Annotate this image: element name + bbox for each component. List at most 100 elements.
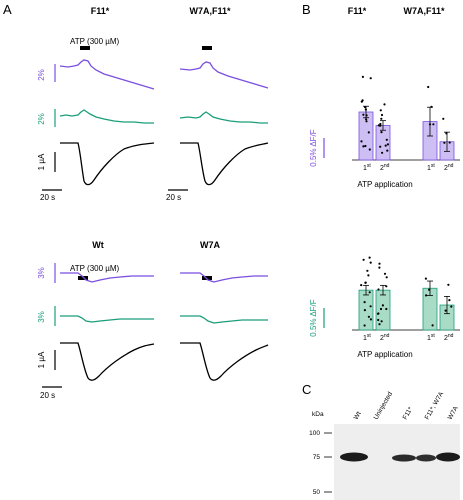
current-trace (60, 142, 155, 186)
purple-scale-label: 2% (37, 69, 46, 81)
green-scale-label: 3% (37, 311, 46, 323)
data-point (448, 299, 451, 302)
data-point (365, 118, 368, 121)
tick-label-suffix: st (431, 333, 436, 339)
blot-membrane (334, 424, 460, 500)
tick-label: 1st (427, 163, 435, 172)
data-point (379, 307, 383, 311)
tick-label-suffix: nd (384, 333, 390, 339)
time-scale-label: 20 s (40, 391, 55, 400)
data-point (379, 122, 382, 126)
tick-label: 2nd (444, 333, 454, 342)
tick-label-suffix: nd (448, 333, 454, 339)
data-point (444, 309, 447, 312)
data-point (369, 261, 372, 264)
data-point (381, 304, 384, 307)
panel-b: F11* W7A,F11* 1st 2nd 1st 2nd 0.5% ΔF/F ATP… (309, 6, 460, 359)
data-point (368, 256, 371, 259)
panel-b-col2-title: W7A,F11* (403, 6, 445, 16)
panel-label-c: C (302, 382, 311, 397)
current-trace (180, 142, 269, 186)
data-point (364, 144, 367, 148)
data-point (380, 320, 383, 323)
atp-label: ATP (300 µM) (70, 37, 120, 46)
data-point (369, 318, 372, 321)
green-trace (60, 315, 154, 323)
green-trace (180, 315, 268, 324)
marker-50-label: 50 (313, 489, 321, 496)
time-scale-label: 20 s (166, 193, 181, 202)
data-point (428, 288, 431, 291)
tick-label: 1st (427, 333, 435, 342)
panel-a-bottom: Wt W7A ATP (300 µM) 3% 3% 1 µA 20 s (37, 240, 269, 400)
protein-band (392, 454, 416, 462)
data-point (360, 140, 363, 143)
data-point (386, 149, 389, 152)
lane-label: Uninjected (373, 391, 395, 421)
current-scale-label: 1 µA (37, 351, 46, 368)
data-point (385, 307, 388, 311)
panel-a-bottom-col2-title: W7A (200, 240, 221, 250)
panel-label-b: B (302, 2, 311, 17)
data-point (362, 145, 365, 148)
data-point (386, 143, 389, 146)
marker-75-label: 75 (313, 454, 321, 461)
data-point (376, 312, 380, 315)
panel-a-bottom-col1-title: Wt (92, 240, 104, 250)
data-point (367, 131, 370, 134)
data-point (424, 277, 427, 280)
data-point (428, 123, 432, 126)
data-point (369, 77, 372, 80)
purple-y-axis-label: 0.5% ΔF/F (309, 129, 318, 166)
data-point (366, 269, 369, 272)
data-point (360, 284, 363, 287)
data-point (432, 123, 435, 126)
lane-label: W7A (447, 405, 460, 421)
data-point (363, 309, 366, 312)
x-axis-label: ATP application (357, 180, 412, 189)
tick-label: 2nd (380, 163, 390, 172)
panel-b-col1-title: F11* (348, 6, 367, 16)
green-trace (179, 111, 268, 124)
green-trace (59, 109, 154, 124)
atp-label: ATP (300 µM) (70, 264, 120, 273)
data-point (365, 120, 368, 123)
panel-a-top: F11* W7A,F11* ATP (300 µM) 2% 2% 1 µA 20… (37, 6, 269, 202)
data-point (378, 323, 381, 326)
data-point (381, 151, 384, 154)
tick-label: 1st (363, 333, 371, 342)
lane-label: F11* (402, 406, 415, 421)
protein-band (436, 452, 460, 462)
data-point (367, 274, 370, 277)
tick-label-suffix: nd (448, 163, 454, 169)
panel-label-a: A (3, 2, 12, 17)
lane-label: Wt (353, 410, 363, 421)
atp-application-bar (202, 276, 212, 280)
bar (375, 289, 391, 331)
data-point (430, 105, 433, 108)
data-point (368, 148, 371, 151)
purple-trace (59, 59, 155, 90)
green-y-axis-label: 0.5% ΔF/F (309, 299, 318, 336)
data-point (369, 305, 372, 308)
data-point (380, 131, 383, 134)
atp-application-bar (80, 46, 90, 50)
data-point (385, 285, 388, 288)
tick-label: 2nd (380, 333, 390, 342)
purple-trace (180, 272, 268, 283)
atp-application-bar (78, 276, 88, 280)
data-point (364, 281, 367, 284)
data-point (383, 272, 387, 275)
lane-label: F11*, W7A (424, 390, 446, 421)
purple-trace (60, 272, 154, 283)
data-point (431, 324, 434, 327)
data-point (365, 114, 368, 117)
data-point (380, 117, 383, 120)
data-point (377, 288, 380, 291)
data-point (362, 258, 365, 261)
data-point (379, 145, 382, 148)
data-point (379, 109, 382, 112)
bar (358, 289, 374, 331)
data-point (368, 291, 371, 294)
